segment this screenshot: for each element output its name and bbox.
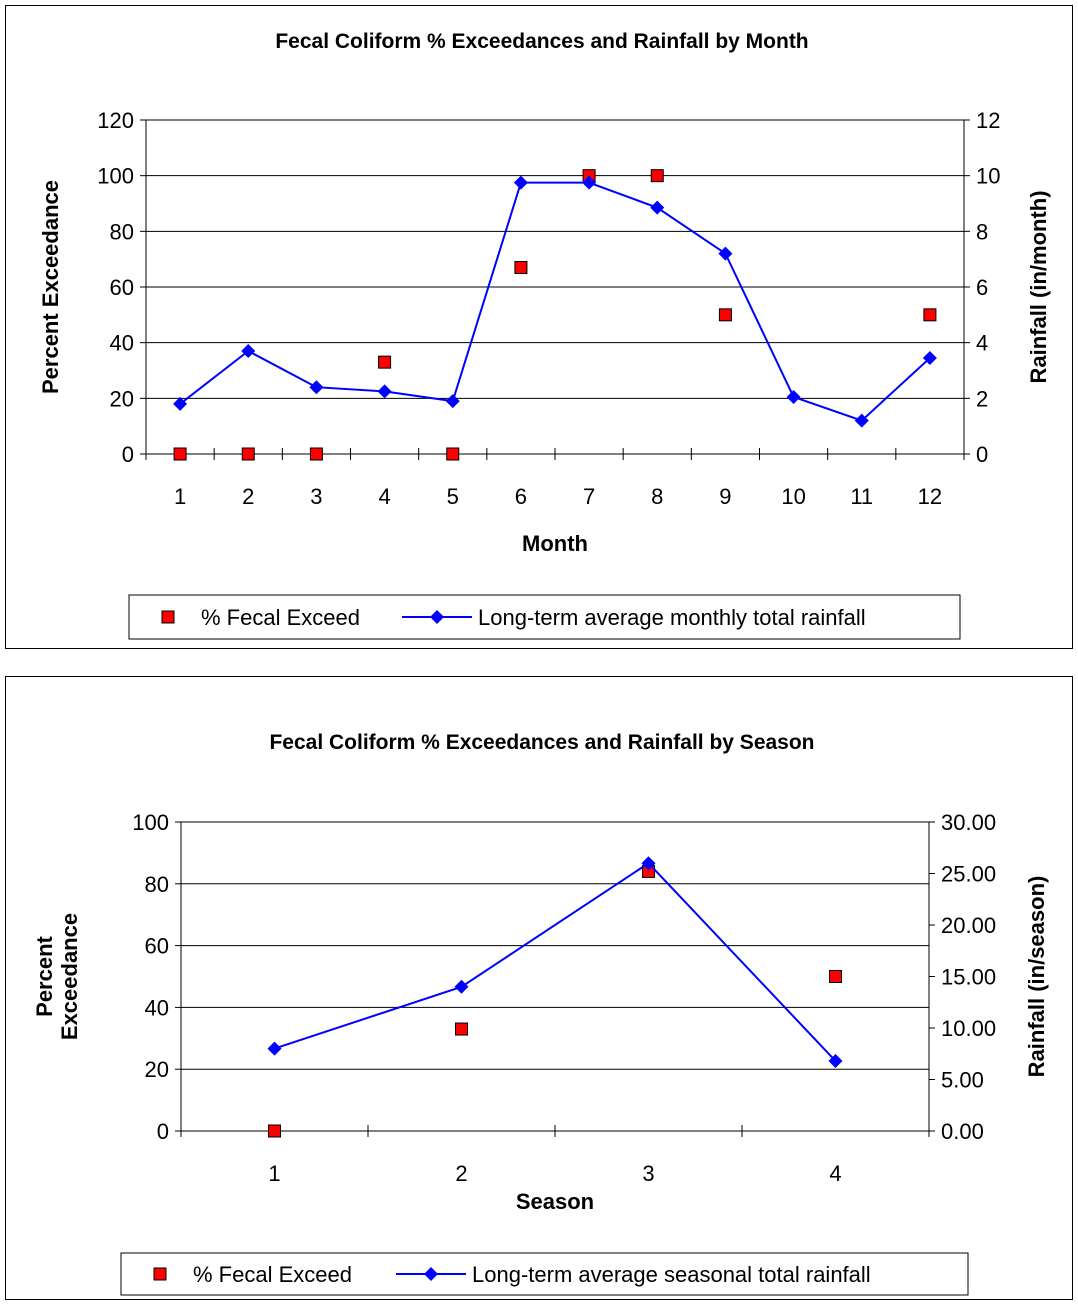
rainfall-point (513, 175, 528, 190)
legend-marker-rainfall (430, 610, 444, 624)
left-tick-label: 100 (97, 164, 134, 189)
x-axis-label: Month (522, 531, 588, 556)
left-axis-label-line: Exceedance (57, 913, 82, 1040)
x-tick-label: 4 (829, 1161, 841, 1186)
rainfall-point (718, 246, 733, 261)
x-tick-label: 2 (455, 1161, 467, 1186)
rainfall-point (267, 1041, 282, 1056)
left-tick-label: 0 (157, 1119, 169, 1144)
x-tick-label: 7 (583, 484, 595, 509)
monthly-chart-svg: Fecal Coliform % Exceedances and Rainfal… (38, 30, 1051, 640)
x-tick-label: 1 (268, 1161, 280, 1186)
fecal-exceed-point (829, 970, 842, 983)
left-tick-label: 40 (110, 331, 134, 356)
right-tick-label: 0 (976, 442, 988, 467)
rainfall-point (582, 175, 597, 190)
fecal-exceed-point (241, 447, 255, 461)
right-tick-label: 10.00 (941, 1016, 996, 1041)
rainfall-line (179, 181, 931, 422)
legend-label-fecal: % Fecal Exceed (193, 1262, 352, 1287)
right-tick-label: 8 (976, 219, 988, 244)
left-tick-label: 60 (145, 934, 169, 959)
rainfall-point (309, 380, 324, 395)
fecal-exceed-point (446, 447, 460, 461)
x-tick-label: 3 (642, 1161, 654, 1186)
x-tick-label: 10 (781, 484, 805, 509)
x-tick-label: 12 (918, 484, 942, 509)
legend-marker-fecal (161, 610, 175, 624)
fecal-exceed-point (923, 308, 937, 322)
left-tick-label: 120 (97, 108, 134, 133)
right-axis-label: Rainfall (in/season) (1024, 876, 1049, 1078)
legend-label-rainfall: Long-term average seasonal total rainfal… (472, 1262, 871, 1287)
right-tick-label: 0.00 (941, 1119, 984, 1144)
fecal-exceed-point (455, 1022, 468, 1036)
fecal-exceed-point (173, 447, 187, 461)
x-tick-label: 11 (850, 484, 873, 509)
right-tick-label: 30.00 (941, 810, 996, 835)
left-tick-label: 80 (110, 219, 134, 244)
left-tick-label: 0 (122, 442, 134, 467)
rainfall-point (828, 1053, 843, 1068)
legend-box (128, 594, 961, 640)
x-tick-label: 2 (242, 484, 254, 509)
right-tick-label: 20.00 (941, 913, 996, 938)
seasonal-chart-svg: Fecal Coliform % Exceedances and Rainfal… (32, 731, 1049, 1296)
legend-marker-fecal (153, 1267, 167, 1281)
left-tick-label: 80 (145, 872, 169, 897)
left-axis-label-line: Percent (32, 935, 57, 1016)
rainfall-point (454, 979, 469, 994)
fecal-exceed-point (650, 169, 664, 183)
x-tick-label: 5 (447, 484, 459, 509)
legend-marker-rainfall (424, 1267, 438, 1281)
left-tick-label: 20 (145, 1057, 169, 1082)
rainfall-point (173, 396, 188, 411)
monthly-chart: Fecal Coliform % Exceedances and Rainfal… (5, 5, 1073, 649)
legend-box (120, 1252, 969, 1296)
right-tick-label: 12 (976, 108, 1000, 133)
fecal-exceed-point (309, 447, 323, 461)
rainfall-point (854, 413, 869, 428)
seasonal-chart: Fecal Coliform % Exceedances and Rainfal… (5, 676, 1073, 1300)
x-tick-label: 8 (651, 484, 663, 509)
rainfall-point (445, 394, 460, 409)
right-tick-label: 10 (976, 164, 1000, 189)
right-tick-label: 15.00 (941, 965, 996, 990)
fecal-exceed-point (514, 261, 528, 275)
right-tick-label: 5.00 (941, 1068, 984, 1093)
rainfall-point (786, 389, 801, 404)
x-tick-label: 6 (515, 484, 527, 509)
x-tick-label: 3 (310, 484, 322, 509)
plot-area (180, 821, 930, 1132)
fecal-exceed-point (268, 1124, 281, 1138)
rainfall-point (641, 856, 656, 871)
right-tick-label: 2 (976, 386, 988, 411)
left-tick-label: 60 (110, 275, 134, 300)
legend-label-fecal: % Fecal Exceed (201, 605, 360, 630)
fecal-exceed-point (378, 355, 392, 369)
right-tick-label: 6 (976, 275, 988, 300)
fecal-exceed-point (718, 308, 732, 322)
rainfall-point (241, 344, 256, 359)
left-axis-label: Percent Exceedance (38, 180, 63, 394)
right-tick-label: 4 (976, 331, 988, 356)
x-tick-label: 4 (378, 484, 390, 509)
chart-title: Fecal Coliform % Exceedances and Rainfal… (275, 30, 808, 53)
chart-title: Fecal Coliform % Exceedances and Rainfal… (269, 731, 814, 754)
left-tick-label: 100 (132, 810, 169, 835)
x-axis-label: Season (516, 1189, 594, 1214)
rainfall-point (377, 384, 392, 399)
legend-label-rainfall: Long-term average monthly total rainfall (478, 605, 866, 630)
left-tick-label: 20 (110, 386, 134, 411)
left-tick-label: 40 (145, 995, 169, 1020)
right-tick-label: 25.00 (941, 862, 996, 887)
x-tick-label: 1 (174, 484, 186, 509)
rainfall-point (650, 200, 665, 215)
rainfall-line (274, 861, 837, 1062)
right-axis-label: Rainfall (in/month) (1026, 190, 1051, 383)
x-tick-label: 9 (719, 484, 731, 509)
rainfall-point (922, 350, 937, 365)
